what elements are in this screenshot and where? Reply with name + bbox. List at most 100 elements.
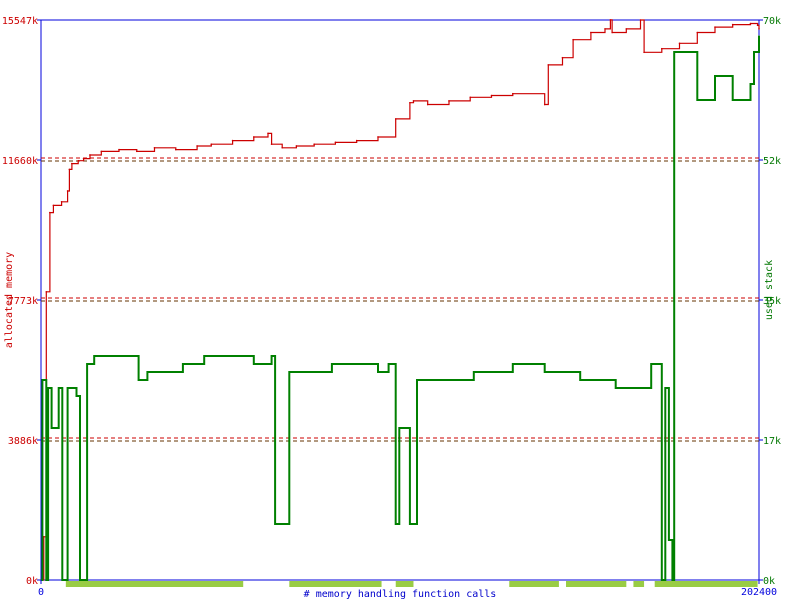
data-point-stack-47 — [664, 387, 667, 389]
data-point-stack-14 — [137, 379, 140, 381]
activity-bands — [65, 581, 758, 587]
data-point-allocated-7 — [68, 168, 71, 171]
data-point-allocated-19 — [231, 139, 234, 142]
data-point-stack-38 — [536, 363, 539, 365]
y-left-label-line1: allocated memory — [4, 252, 15, 348]
data-point-allocated-5 — [60, 200, 63, 203]
data-point-stack-25 — [331, 363, 333, 365]
data-point-stack-32 — [416, 379, 418, 381]
x-tick-label-1: 202400 — [741, 587, 777, 598]
data-point-allocated-43 — [609, 19, 612, 21]
data-point-allocated-52 — [731, 23, 734, 26]
data-point-stack-16 — [175, 371, 177, 373]
data-point-allocated-44 — [611, 31, 613, 34]
data-point-stack-26 — [352, 363, 354, 365]
data-point-stack-21 — [270, 355, 273, 357]
data-point-stack-49 — [671, 579, 674, 581]
data-point-stack-55 — [749, 83, 752, 85]
data-point-stack-24 — [306, 371, 308, 373]
data-point-allocated-39 — [561, 56, 564, 59]
data-point-stack-7 — [61, 579, 64, 581]
data-point-allocated-50 — [696, 31, 699, 34]
data-point-allocated-40 — [572, 38, 574, 41]
y-left-tick-label-0: 0k — [26, 576, 38, 587]
x-axis-label: # memory handling function calls — [304, 589, 497, 600]
series-layer — [40, 19, 760, 581]
activity-band-3 — [509, 581, 559, 587]
data-point-allocated-46 — [639, 19, 642, 21]
data-point-stack-20 — [253, 363, 255, 365]
data-point-stack-44 — [643, 387, 645, 389]
data-point-allocated-55 — [758, 28, 760, 30]
data-point-stack-28 — [387, 363, 390, 365]
activity-band-2 — [395, 581, 414, 587]
y-left-tick-label-1: 3886k — [8, 436, 38, 447]
data-point-stack-54 — [731, 99, 734, 101]
data-point-allocated-49 — [678, 42, 681, 45]
data-point-allocated-9 — [77, 159, 80, 162]
data-point-stack-13 — [128, 355, 131, 357]
activity-band-4 — [566, 581, 627, 587]
data-point-stack-50 — [673, 51, 676, 53]
data-point-allocated-13 — [118, 148, 120, 151]
data-point-stack-4 — [47, 387, 49, 389]
data-point-allocated-11 — [89, 154, 91, 156]
data-point-stack-34 — [458, 379, 461, 381]
data-point-stack-9 — [75, 395, 78, 397]
data-point-stack-6 — [57, 387, 60, 389]
data-point-allocated-41 — [590, 31, 592, 34]
data-point-allocated-36 — [512, 92, 514, 95]
data-point-allocated-2 — [45, 291, 48, 293]
data-point-allocated-34 — [469, 96, 472, 99]
y-right-label: used stack — [764, 260, 775, 320]
data-point-stack-31 — [409, 523, 411, 525]
data-point-allocated-21 — [267, 132, 269, 135]
data-point-stack-17 — [182, 363, 184, 365]
y-right-tick-label-1: 17k — [763, 436, 781, 447]
data-point-allocated-17 — [196, 145, 198, 147]
data-point-allocated-33 — [448, 100, 450, 102]
data-point-allocated-45 — [625, 28, 628, 30]
data-point-allocated-18 — [210, 143, 213, 145]
data-point-stack-27 — [377, 371, 379, 373]
data-point-allocated-47 — [643, 51, 645, 54]
data-point-allocated-12 — [100, 150, 103, 153]
data-point-allocated-22 — [270, 143, 273, 145]
data-point-stack-11 — [86, 363, 88, 365]
data-point-stack-12 — [93, 355, 96, 357]
data-point-allocated-32 — [426, 103, 429, 106]
series-line-allocated — [41, 19, 760, 581]
data-point-stack-48 — [668, 539, 670, 541]
data-point-stack-1 — [41, 379, 44, 381]
data-point-allocated-29 — [394, 118, 397, 120]
data-point-allocated-24 — [295, 145, 298, 147]
data-point-allocated-8 — [71, 162, 73, 165]
data-point-stack-19 — [203, 355, 205, 357]
y-left-tick-label-2: 7773k — [8, 296, 38, 307]
data-point-stack-51 — [685, 51, 688, 53]
data-point-stack-3 — [45, 579, 48, 581]
data-point-allocated-4 — [52, 204, 55, 207]
data-point-stack-22 — [274, 523, 276, 525]
series-line-stack — [41, 36, 760, 581]
data-point-stack-36 — [501, 371, 503, 373]
data-point-allocated-3 — [49, 211, 51, 214]
data-point-allocated-31 — [412, 100, 415, 102]
data-point-stack-23 — [288, 371, 291, 373]
data-point-stack-57 — [758, 35, 760, 37]
data-point-allocated-51 — [714, 26, 716, 28]
data-point-allocated-27 — [355, 139, 358, 142]
axis-ticks: 0k 3886k 7773k 11660k 15547k 0k 17k 35k 52k 70k 0 2… — [2, 16, 781, 598]
data-point-stack-43 — [614, 387, 617, 389]
x-tick-label-0: 0 — [38, 587, 44, 598]
y-right-tick-label-4: 70k — [763, 16, 781, 27]
data-point-stack-18 — [199, 363, 202, 365]
data-point-stack-8 — [66, 387, 69, 389]
gridlines — [41, 157, 759, 442]
data-point-allocated-15 — [153, 146, 156, 149]
y-right-tick-label-2: 35k — [763, 296, 781, 307]
activity-band-6 — [654, 581, 758, 587]
data-point-stack-39 — [543, 371, 546, 373]
data-point-allocated-35 — [490, 94, 493, 97]
